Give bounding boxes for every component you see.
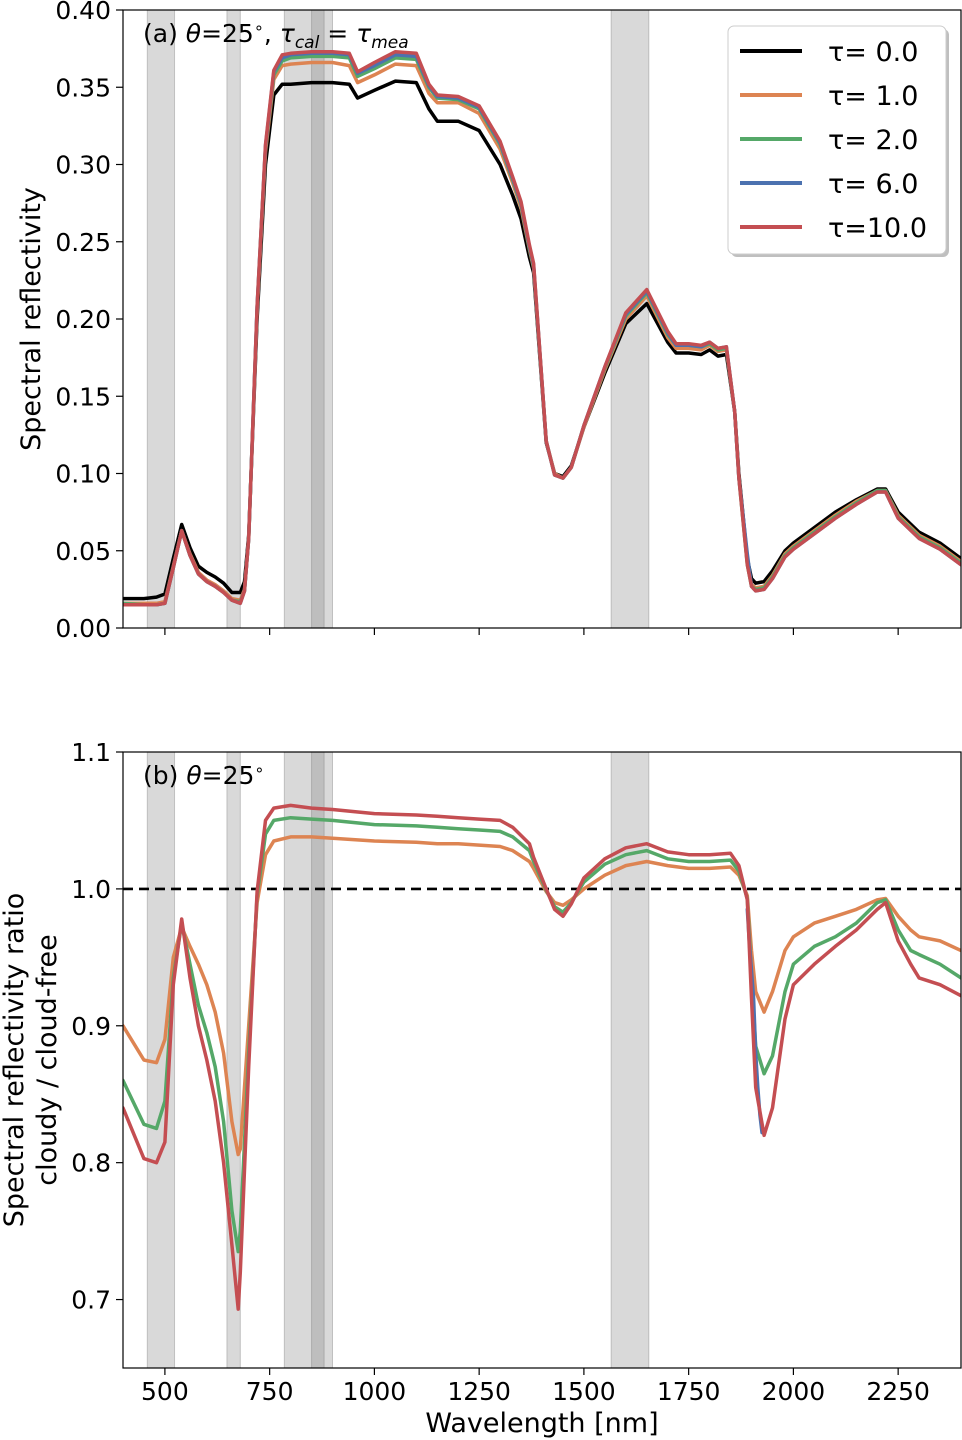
- legend-label: τ= 6.0: [828, 169, 918, 200]
- plot-frame: [122, 751, 962, 1369]
- shaded-band: [311, 752, 325, 1368]
- y-axis-label-line1: Spectral reflectivity ratio: [0, 893, 30, 1228]
- y-tick-label: 0.9: [71, 1012, 111, 1041]
- legend-label: τ= 2.0: [828, 125, 918, 156]
- x-tick-label: 750: [246, 1377, 294, 1406]
- y-tick-label: 1.1: [71, 738, 111, 767]
- y-axis-label-line2: cloudy / cloud-free: [32, 934, 63, 1185]
- y-tick-label: 0.15: [55, 382, 111, 411]
- y-tick-label: 0.25: [55, 228, 111, 257]
- y-axis: 0.00 0.05 0.10 0.15 0.20 0.25 0.30 0.35 0.40: [55, 0, 123, 643]
- y-tick-label: 0.30: [55, 151, 111, 180]
- y-axis: 0.7 0.8 0.9 1.0 1.1: [71, 738, 123, 1315]
- y-tick-label: 0.00: [55, 614, 111, 643]
- y-tick-label: 0.35: [55, 73, 111, 102]
- series-lines: [123, 49, 961, 607]
- shaded-band: [146, 10, 176, 628]
- panel-title: (b) θ=25∘: [143, 760, 264, 790]
- x-tick-label: 1500: [552, 1377, 616, 1406]
- panel-b: 0.7 0.8 0.9 1.0 1.1 500 750 1000 1250 1500 1750 20…: [0, 738, 962, 1439]
- y-axis-label: Spectral reflectivity: [16, 187, 47, 451]
- shaded-band: [283, 752, 334, 1368]
- series-line: [123, 803, 961, 1311]
- shaded-bands: [146, 752, 650, 1368]
- y-tick-label: 0.20: [55, 305, 111, 334]
- y-tick-label: 1.0: [71, 875, 111, 904]
- x-axis: [164, 628, 899, 635]
- y-tick-label: 0.40: [55, 0, 111, 25]
- x-tick-label: 1000: [343, 1377, 407, 1406]
- x-tick-label: 1750: [657, 1377, 721, 1406]
- legend: τ= 0.0 τ= 1.0 τ= 2.0 τ= 6.0 τ=10.0: [727, 25, 949, 257]
- x-tick-label: 2250: [866, 1377, 930, 1406]
- y-tick-label: 0.7: [71, 1286, 111, 1315]
- x-axis-label: Wavelength [nm]: [425, 1408, 658, 1439]
- y-tick-label: 0.05: [55, 537, 111, 566]
- shaded-band: [311, 10, 325, 628]
- panel-title: (a) θ=25∘, τcal = τmea: [143, 18, 409, 53]
- legend-label: τ= 0.0: [828, 37, 918, 68]
- y-tick-label: 0.8: [71, 1149, 111, 1178]
- panel-a: 0.00 0.05 0.10 0.15 0.20 0.25 0.30 0.35 0.40 Spe…: [16, 0, 962, 643]
- x-axis: 500 750 1000 1250 1500 1750 2000 2250: [141, 1368, 930, 1406]
- series-line: [123, 49, 961, 607]
- x-tick-label: 2000: [762, 1377, 826, 1406]
- shaded-bands: [146, 10, 650, 628]
- shaded-band: [226, 10, 241, 628]
- x-tick-label: 1250: [447, 1377, 511, 1406]
- shaded-band: [283, 10, 334, 628]
- y-tick-label: 0.10: [55, 460, 111, 489]
- legend-label: τ=10.0: [828, 213, 927, 244]
- x-tick-label: 500: [141, 1377, 189, 1406]
- legend-box: [727, 25, 947, 255]
- legend-label: τ= 1.0: [828, 81, 918, 112]
- series-lines: [123, 803, 961, 1311]
